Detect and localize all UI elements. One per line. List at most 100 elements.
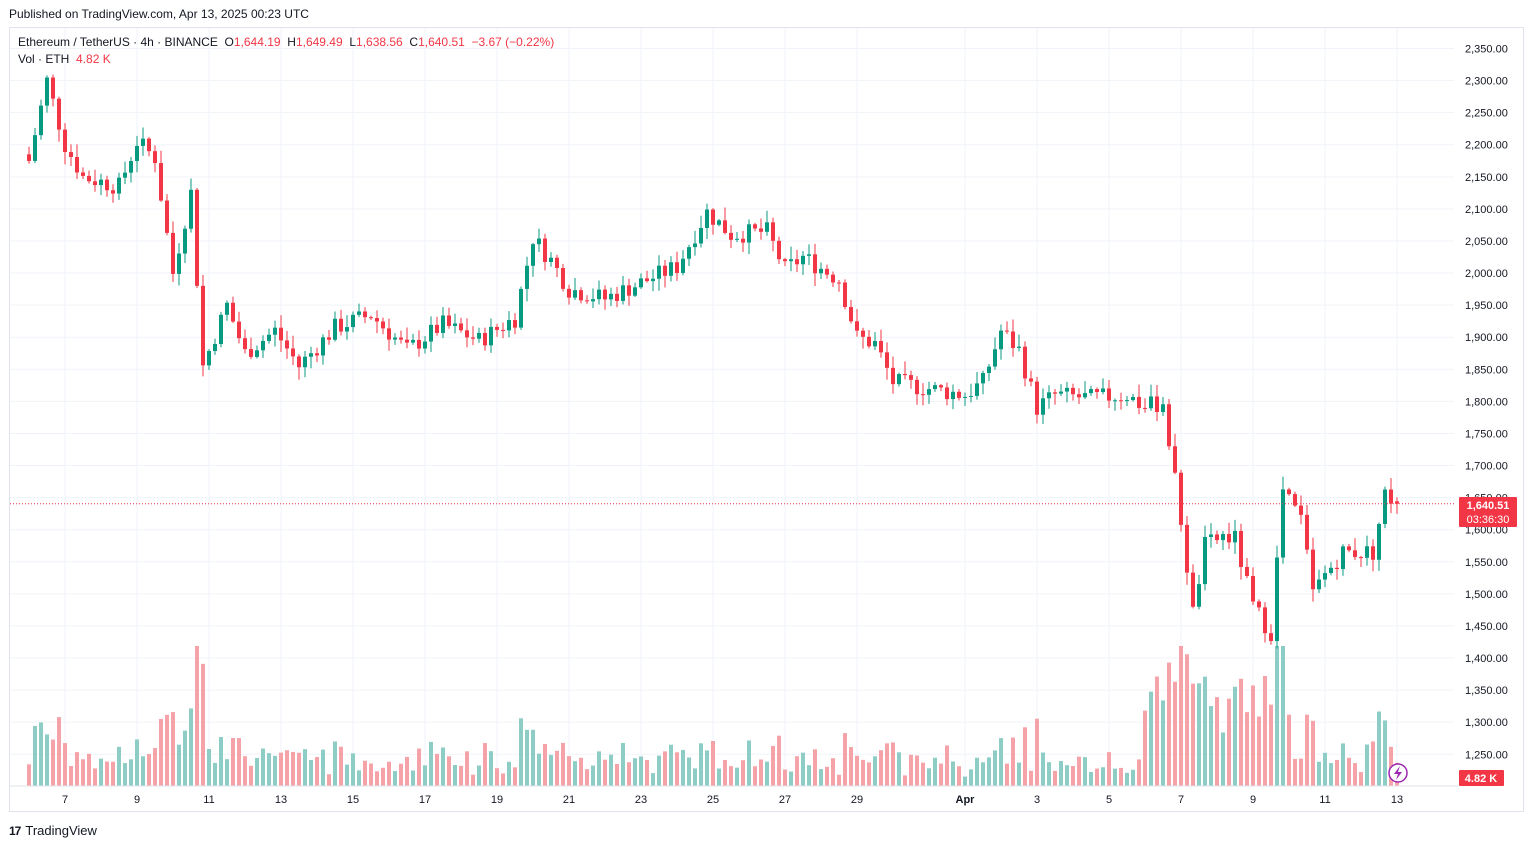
candle-body [861,330,865,337]
candle-body [219,314,223,345]
candle-body [603,289,607,300]
candle-body [1377,524,1381,560]
x-tick-label: 15 [347,794,359,806]
grid [10,28,1454,786]
volume-bar [231,737,235,786]
volume-bar [1311,720,1315,786]
volume-bar [621,742,625,786]
volume-bar [1197,683,1201,786]
candle-body [1215,534,1219,541]
volume-series [27,646,1399,786]
volume-bar [1101,767,1105,786]
volume-bar [1047,762,1051,786]
volume-bar [387,761,391,786]
x-tick-label: 9 [1250,794,1256,806]
volume-bar [369,763,373,786]
candle-body [339,318,343,332]
candle-body [1293,494,1297,506]
volume-bar [579,757,583,786]
candle-body [1299,505,1303,515]
volume-bar [1179,646,1183,786]
candle-body [765,222,769,232]
candle-body [1233,530,1237,543]
volume-bar [153,748,157,786]
volume-bar [987,757,991,786]
volume-bar [1017,762,1021,786]
y-tick-label: 1,800.00 [1465,396,1508,408]
volume-bar [807,765,811,786]
candle-body [147,138,151,152]
candle-body [93,181,97,186]
candle-body [669,262,673,276]
candle-body [651,278,655,282]
candle-body [183,228,187,254]
x-tick-label: 3 [1034,794,1040,806]
candle-body [1329,567,1333,574]
candle-body [1245,566,1249,576]
symbol-title[interactable]: Ethereum / TetherUS · 4h · BINANCE [18,35,218,49]
lightning-icon[interactable] [1388,763,1408,783]
candle-body [777,240,781,260]
candle-body [1131,396,1135,401]
candle-body [699,228,703,244]
candle-body [825,268,829,275]
candle-body [687,247,691,259]
volume-bar [1281,646,1285,786]
candle-body [273,327,277,335]
candle-body [1305,514,1309,550]
volume-bar [1257,716,1261,786]
volume-bar [267,753,271,786]
volume-bar [255,757,259,786]
candle-body [723,220,727,233]
candle-body [255,350,259,357]
volume-bar [1203,676,1207,786]
candle-body [525,265,529,289]
volume-bar [327,774,331,786]
volume-bar [639,756,643,786]
y-tick-label: 2,250.00 [1465,108,1508,120]
candle-body [1257,601,1261,608]
candle-body [195,189,199,286]
candle-body [177,253,181,274]
volume-bar [909,754,913,786]
volume-bar [825,766,829,786]
candle-body [171,232,175,274]
volume-bar [105,761,109,786]
volume-bar [663,751,667,786]
candle-body [285,340,289,349]
x-tick-label: 11 [1319,794,1330,806]
candle-body [747,224,751,243]
volume-bar [351,753,355,786]
volume-bar [1185,654,1189,786]
x-tick-label: 25 [707,794,719,806]
candle-body [315,353,319,356]
volume-bar [873,756,877,786]
candle-body [1365,546,1369,558]
candle-body [429,324,433,342]
volume-bar [207,748,211,786]
volume-bar [147,754,151,786]
published-note: Published on TradingView.com, Apr 13, 20… [9,7,309,21]
volume-label[interactable]: Vol · ETH [18,52,70,66]
y-tick-label: 1,500.00 [1465,589,1508,601]
candle-body [585,300,589,302]
volume-bar [27,764,31,786]
candle-body [135,145,139,162]
candle-body [369,317,373,319]
candle-body [975,383,979,396]
chart-legend: Ethereum / TetherUS · 4h · BINANCE O1,64… [18,34,554,68]
candle-body [639,278,643,288]
candle-body [51,77,55,99]
candle-body [795,259,799,265]
candle-body [939,385,943,388]
candle-body [1023,346,1027,379]
candle-body [807,254,811,256]
candle-body [1125,400,1129,402]
candle-body [1323,573,1327,580]
volume-tag: 4.82 K [1459,770,1504,786]
tradingview-brand[interactable]: 17 TradingView [9,823,97,838]
y-tick-label: 2,050.00 [1465,236,1508,248]
candle-body [483,332,487,346]
price-axis: 2,350.00 2,300.00 2,250.00 2,200.00 2,150.00… [1465,44,1508,762]
